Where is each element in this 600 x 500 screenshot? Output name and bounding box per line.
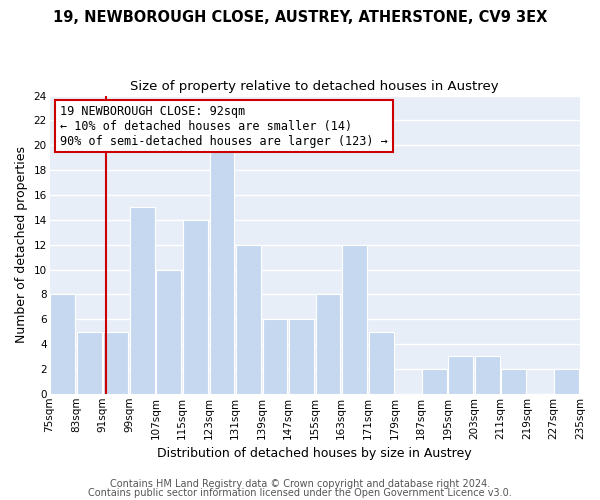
Bar [236, 244, 261, 394]
Title: Size of property relative to detached houses in Austrey: Size of property relative to detached ho… [130, 80, 499, 93]
Y-axis label: Number of detached properties: Number of detached properties [15, 146, 28, 343]
Bar [501, 369, 526, 394]
Bar [130, 208, 155, 394]
Bar [183, 220, 208, 394]
Bar [475, 356, 500, 394]
Bar [554, 369, 579, 394]
Text: 19 NEWBOROUGH CLOSE: 92sqm
← 10% of detached houses are smaller (14)
90% of semi: 19 NEWBOROUGH CLOSE: 92sqm ← 10% of deta… [60, 104, 388, 148]
Bar [263, 319, 287, 394]
Text: 19, NEWBOROUGH CLOSE, AUSTREY, ATHERSTONE, CV9 3EX: 19, NEWBOROUGH CLOSE, AUSTREY, ATHERSTON… [53, 10, 547, 25]
Bar [422, 369, 446, 394]
Bar [448, 356, 473, 394]
Bar [77, 332, 102, 394]
Text: Contains public sector information licensed under the Open Government Licence v3: Contains public sector information licen… [88, 488, 512, 498]
Bar [316, 294, 340, 394]
Bar [289, 319, 314, 394]
Bar [103, 332, 128, 394]
Bar [209, 146, 235, 394]
Bar [50, 294, 75, 394]
Bar [157, 270, 181, 394]
Bar [368, 332, 394, 394]
Text: Contains HM Land Registry data © Crown copyright and database right 2024.: Contains HM Land Registry data © Crown c… [110, 479, 490, 489]
X-axis label: Distribution of detached houses by size in Austrey: Distribution of detached houses by size … [157, 447, 472, 460]
Bar [342, 244, 367, 394]
